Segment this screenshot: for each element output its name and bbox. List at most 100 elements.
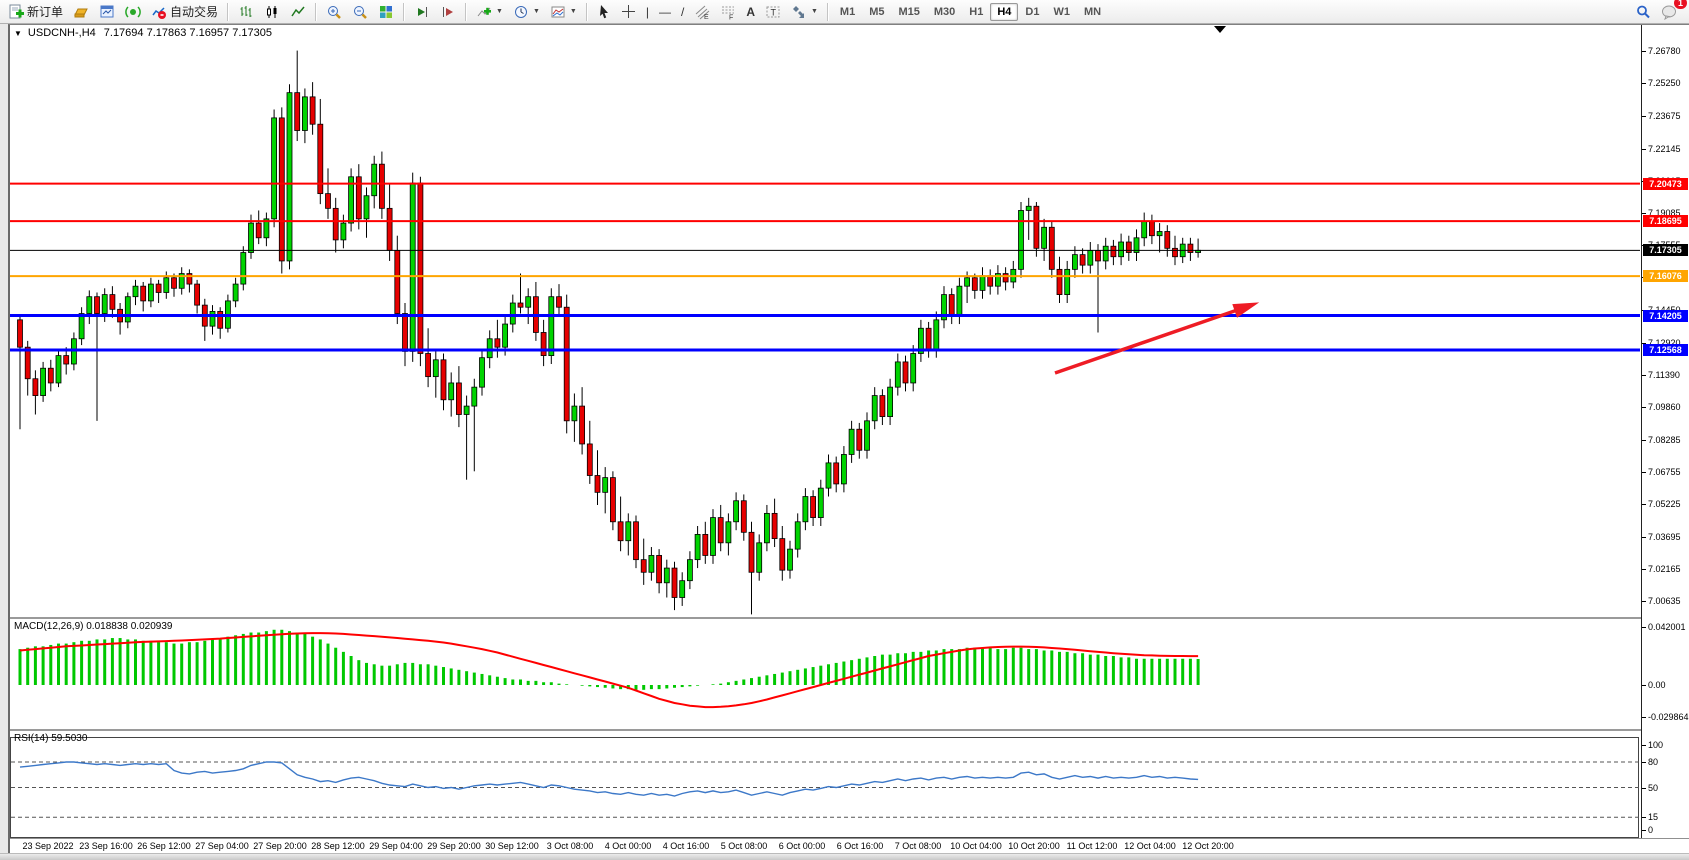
axis-tick bbox=[1642, 536, 1646, 538]
chart-title-row: ▼ USDCNH-,H4 7.17694 7.17863 7.16957 7.1… bbox=[14, 27, 272, 39]
rsi-axis-label: 50 bbox=[1648, 782, 1659, 793]
indicators-button[interactable]: ▼ bbox=[472, 0, 507, 23]
crosshair-tool-button[interactable] bbox=[617, 0, 640, 23]
macd-panel[interactable]: MACD(12,26,9) 0.018838 0.020939 bbox=[10, 619, 1640, 729]
chevron-down-icon: ▼ bbox=[569, 8, 577, 15]
clock-icon bbox=[513, 4, 529, 20]
periods-button[interactable]: ▼ bbox=[509, 0, 544, 23]
arrow-shapes-icon bbox=[791, 4, 807, 20]
fibonacci-tool-button[interactable]: F bbox=[716, 0, 740, 23]
time-axis-label: 23 Sep 2022 bbox=[22, 841, 74, 851]
signals-icon bbox=[125, 4, 141, 20]
toolbar-separator bbox=[465, 2, 468, 21]
auto-scroll-icon bbox=[414, 4, 430, 20]
axis-tick-label: 7.12920 bbox=[1648, 337, 1681, 348]
time-axis-label: 29 Sep 04:00 bbox=[369, 841, 423, 851]
toolbar-separator bbox=[227, 2, 230, 21]
rsi-panel[interactable]: RSI(14) 59.5030 bbox=[10, 731, 1640, 838]
panel-divider[interactable] bbox=[10, 617, 1689, 619]
vertical-line-tool-button[interactable]: | bbox=[642, 0, 653, 23]
horizontal-line-tool-button[interactable]: — bbox=[655, 0, 675, 23]
svg-text:F: F bbox=[729, 14, 733, 20]
axis-tick-label: 7.05225 bbox=[1648, 499, 1681, 510]
time-axis-label: 12 Oct 04:00 bbox=[1124, 841, 1176, 851]
notifications-button[interactable]: 1 bbox=[1657, 0, 1687, 23]
status-strip bbox=[0, 853, 1689, 860]
market-watch-icon bbox=[99, 4, 115, 20]
templates-button[interactable]: ▼ bbox=[546, 0, 581, 23]
panel-divider[interactable] bbox=[10, 729, 1689, 731]
time-axis-label: 29 Sep 20:00 bbox=[427, 841, 481, 851]
market-watch-button[interactable] bbox=[95, 0, 119, 23]
tab-timeframe-m30[interactable]: M30 bbox=[933, 5, 956, 18]
search-button[interactable] bbox=[1631, 0, 1655, 23]
line-chart-button[interactable] bbox=[286, 0, 310, 23]
rsi-axis-tick bbox=[1642, 787, 1646, 789]
price-level-badge: 7.20473 bbox=[1643, 177, 1688, 190]
time-axis-label: 26 Sep 12:00 bbox=[137, 841, 191, 851]
tab-timeframe-d1[interactable]: D1 bbox=[1025, 5, 1040, 18]
auto-scroll-button[interactable] bbox=[410, 0, 434, 23]
axis-tick bbox=[1642, 600, 1646, 602]
chart-shift-button[interactable] bbox=[436, 0, 460, 23]
bar-chart-button[interactable] bbox=[234, 0, 258, 23]
tab-timeframe-h1[interactable]: H1 bbox=[969, 5, 984, 18]
axis-tick-label: 7.22145 bbox=[1648, 143, 1681, 154]
profiles-button[interactable] bbox=[69, 0, 93, 23]
price-axis[interactable]: 7.267807.252507.236757.221457.206157.190… bbox=[1641, 25, 1689, 838]
zoom-in-button[interactable] bbox=[322, 0, 346, 23]
text-tool-button[interactable]: A bbox=[742, 0, 759, 23]
chart-symbol-title: USDCNH-,H4 bbox=[27, 27, 96, 39]
profiles-icon bbox=[73, 4, 89, 20]
horizontal-line-icon: — bbox=[658, 4, 671, 19]
toolbar-separator bbox=[826, 2, 829, 21]
svg-text:T: T bbox=[770, 7, 776, 17]
time-axis[interactable]: 23 Sep 2022 23 Sep 16:00 26 Sep 12:00 27 Se… bbox=[10, 838, 1689, 854]
rsi-axis-label: 80 bbox=[1648, 757, 1659, 767]
axis-tick-label: 7.09860 bbox=[1648, 401, 1681, 412]
tab-timeframe-mn[interactable]: MN bbox=[1083, 5, 1102, 18]
candlestick-chart-button[interactable] bbox=[260, 0, 284, 23]
tab-timeframe-m15[interactable]: M15 bbox=[898, 5, 920, 18]
tab-timeframe-m1[interactable]: M1 bbox=[839, 5, 856, 18]
rsi-axis-label: 15 bbox=[1648, 812, 1659, 823]
trendline-tool-button[interactable]: / bbox=[677, 0, 688, 23]
main-price-chart[interactable] bbox=[10, 25, 1640, 617]
axis-tick bbox=[1642, 472, 1646, 474]
auto-trading-label: 自动交易 bbox=[170, 5, 219, 19]
axis-tick bbox=[1642, 83, 1646, 85]
new-order-icon bbox=[8, 4, 24, 20]
tab-timeframe-w1[interactable]: W1 bbox=[1053, 5, 1070, 18]
price-level-badge: 7.12568 bbox=[1643, 343, 1688, 356]
time-axis-label: 6 Oct 16:00 bbox=[836, 841, 884, 851]
svg-text:E: E bbox=[704, 14, 709, 20]
channel-tool-button[interactable]: E bbox=[690, 0, 714, 23]
search-icon bbox=[1635, 4, 1651, 20]
label-tool-button[interactable]: T bbox=[761, 0, 785, 23]
time-axis-label: 10 Oct 20:00 bbox=[1008, 841, 1060, 851]
tab-timeframe-h4[interactable]: H4 bbox=[990, 2, 1019, 21]
signals-button[interactable] bbox=[121, 0, 145, 23]
tab-timeframe-m5[interactable]: M5 bbox=[869, 5, 885, 18]
trendline-icon: / bbox=[680, 4, 685, 19]
axis-tick-label: 7.03695 bbox=[1648, 531, 1681, 542]
new-order-button[interactable]: 新订单 bbox=[4, 0, 67, 23]
time-axis-label: 27 Sep 20:00 bbox=[253, 841, 307, 851]
main-toolbar: 新订单 自动交易 ▼ ▼ ▼ | — / E F A T ▼ M1 M5 M15… bbox=[0, 0, 1689, 24]
collapse-chart-icon[interactable]: ▼ bbox=[14, 28, 22, 38]
time-axis-label: 5 Oct 08:00 bbox=[720, 841, 768, 851]
auto-trading-button[interactable]: 自动交易 bbox=[147, 0, 222, 23]
chevron-down-icon: ▼ bbox=[532, 8, 540, 15]
cursor-tool-button[interactable] bbox=[593, 0, 615, 23]
equidistant-channel-icon: E bbox=[694, 4, 710, 20]
axis-tick bbox=[1642, 116, 1646, 118]
shapes-tool-button[interactable]: ▼ bbox=[787, 0, 822, 23]
time-axis-label: 27 Sep 04:00 bbox=[195, 841, 249, 851]
zoom-out-button[interactable] bbox=[348, 0, 372, 23]
bar-chart-icon bbox=[238, 4, 254, 20]
text-label-icon: T bbox=[765, 4, 781, 20]
axis-tick bbox=[1642, 212, 1646, 214]
chevron-down-icon: ▼ bbox=[496, 8, 503, 15]
tile-windows-button[interactable] bbox=[374, 0, 398, 23]
axis-tick-label: 7.00635 bbox=[1648, 595, 1681, 606]
